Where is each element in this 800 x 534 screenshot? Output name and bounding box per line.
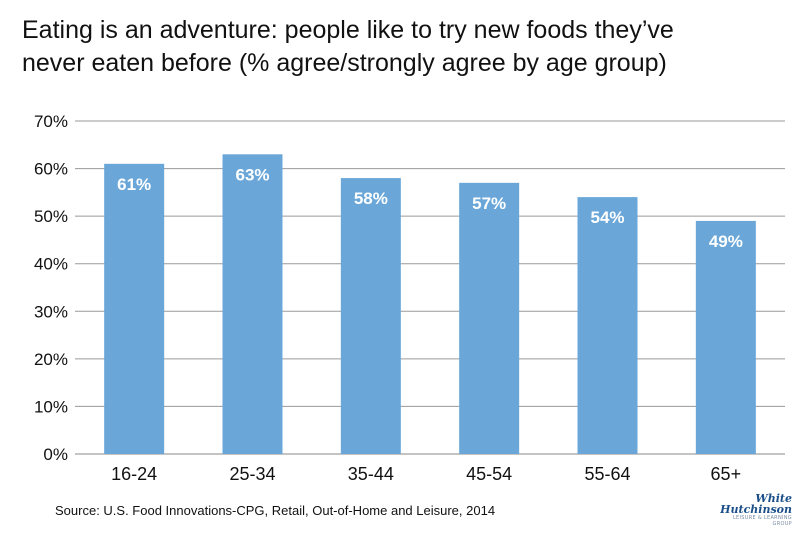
bar-data-label: 58%	[354, 189, 388, 208]
y-tick-label: 40%	[34, 255, 68, 274]
logo-tagline: LEISURE & LEARNING GROUP	[732, 515, 792, 527]
x-tick-label: 65+	[711, 464, 742, 484]
source-note: Source: U.S. Food Innovations-CPG, Retai…	[55, 503, 496, 518]
y-tick-label: 30%	[34, 302, 68, 321]
bar	[340, 178, 401, 455]
bar-data-label: 63%	[235, 165, 269, 184]
x-tick-label: 55-64	[584, 464, 630, 484]
chart-title: Eating is an adventure: people like to t…	[22, 14, 792, 80]
x-tick-label: 16-24	[111, 464, 157, 484]
bar-data-label: 57%	[472, 194, 506, 213]
logo-line-1: White	[755, 492, 792, 505]
y-tick-label: 20%	[34, 350, 68, 369]
bar	[577, 197, 638, 454]
y-tick-label: 10%	[34, 397, 68, 416]
x-tick-label: 25-34	[229, 464, 275, 484]
bar	[222, 154, 283, 455]
y-tick-label: 50%	[34, 207, 68, 226]
y-tick-label: 0%	[43, 445, 68, 464]
y-tick-label: 70%	[34, 112, 68, 131]
bar-data-label: 49%	[709, 232, 743, 251]
bar-data-label: 61%	[117, 175, 151, 194]
chart-title-line-2: never eaten before (% agree/strongly agr…	[22, 49, 667, 77]
x-tick-label: 45-54	[466, 464, 512, 484]
bar	[459, 182, 520, 455]
logo-line-2: Hutchinson	[720, 503, 792, 516]
bar	[104, 163, 165, 455]
chart-title-line-1: Eating is an adventure: people like to t…	[22, 16, 674, 44]
bar-data-label: 54%	[590, 208, 624, 227]
bar	[695, 220, 756, 454]
x-tick-label: 35-44	[348, 464, 394, 484]
y-tick-label: 60%	[34, 160, 68, 179]
white-hutchinson-logo: White Hutchinson LEISURE & LEARNING GROU…	[712, 493, 792, 529]
